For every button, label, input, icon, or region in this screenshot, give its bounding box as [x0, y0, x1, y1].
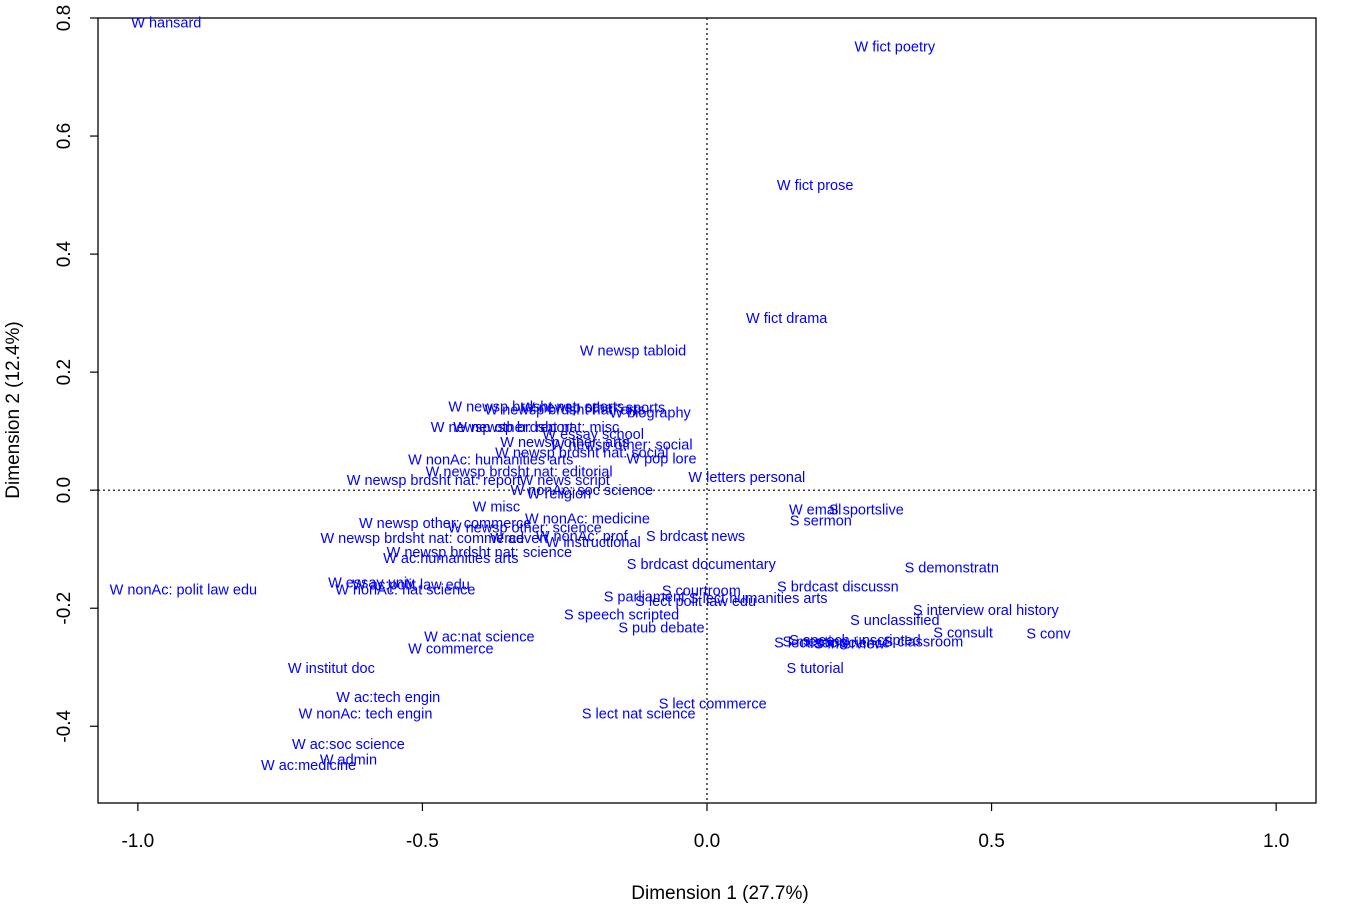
point-label: W ac:nat science — [424, 630, 534, 646]
point-label: W ac:medicine — [261, 758, 356, 774]
y-tick-label: 0.8 — [54, 5, 75, 31]
point-label: W nonAc: polit law edu — [110, 582, 258, 598]
y-tick-label: -0.2 — [54, 592, 75, 625]
point-label: W essay univ — [328, 575, 415, 591]
point-label: W newsp other: report — [431, 420, 574, 436]
point-label: W essay school — [542, 427, 644, 443]
point-label: S sportslive — [829, 503, 904, 519]
point-label: W newsp brdsht nat: commerce — [320, 531, 524, 547]
point-label: W commerce — [408, 641, 493, 657]
point-label: S lect nat science — [582, 706, 696, 722]
point-label: S conv — [1026, 627, 1071, 643]
point-label: W advert — [490, 531, 548, 547]
point-label: S interview oral history — [913, 603, 1060, 619]
point-label: W biography — [609, 405, 691, 421]
point-label: W nonAc: soc science — [510, 483, 653, 499]
point-label: W newsp brdsht nat: report — [347, 473, 521, 489]
point-label: S meeting — [782, 634, 847, 650]
point-label: W nonAc: tech engin — [299, 706, 433, 722]
point-label: W fict prose — [777, 178, 854, 194]
x-tick-label: 0.5 — [978, 831, 1004, 852]
point-label: S speech scripted — [564, 608, 679, 624]
point-label: W pop lore — [626, 451, 696, 467]
x-tick-label: 0.0 — [694, 831, 720, 852]
point-label: S tutorial — [787, 661, 844, 677]
point-label: W newsp brdsht nat: arts — [485, 402, 645, 418]
y-tick-label: 0.6 — [54, 123, 75, 149]
x-axis-title: Dimension 1 (27.7%) — [631, 883, 808, 904]
point-label: S sermon — [790, 513, 852, 529]
reference-lines — [98, 18, 1316, 803]
y-tick-label: -0.4 — [54, 709, 75, 742]
point-label: W newsp brdsht nat: social — [495, 445, 668, 461]
point-label: W ac:humanities arts — [383, 551, 518, 567]
point-label: S lect polit law edu — [635, 594, 756, 610]
point-label: W newsp other: commerce — [359, 516, 531, 532]
point-label: S unclassified — [850, 613, 939, 629]
point-labels: W hansard W fict poetry W fict prose W fict… — [110, 16, 1072, 775]
y-axis: -0.4 -0.2 0.0 0.2 0.4 0.6 0.8 — [54, 5, 98, 743]
point-label: W email — [789, 503, 841, 519]
point-label: W newsp other: social — [551, 438, 693, 454]
point-label: W fict drama — [746, 311, 828, 327]
point-label: W admin — [320, 752, 377, 768]
x-axis: -1.0 -0.5 0.0 0.5 1.0 — [121, 803, 1289, 852]
point-label: W newsp brdsht nat: sports — [448, 399, 624, 415]
point-label: W fict poetry — [855, 39, 936, 55]
point-label: W ac:tech engin — [336, 690, 440, 706]
point-label: W news script — [520, 473, 610, 489]
point-label: W nonAc: humanities arts — [408, 452, 573, 468]
point-label: S interview — [814, 637, 885, 653]
point-label: W nonAc: medicine — [525, 512, 650, 528]
point-label: S brdcast news — [646, 529, 745, 545]
point-label: W religion — [527, 487, 591, 503]
point-label: W nonAc: nat science — [335, 582, 475, 598]
plot-frame — [97, 17, 1317, 804]
point-label: S speech unscripted — [789, 633, 920, 649]
point-label: W newsp brdsht nat: misc — [453, 420, 619, 436]
point-label: S consult — [933, 625, 993, 641]
y-tick-label: 0.0 — [54, 477, 75, 503]
point-label: W letters personal — [688, 470, 805, 486]
point-label: W instructional — [546, 535, 641, 551]
point-label: W ac:polit law edu — [352, 578, 470, 594]
point-label: S lect soc science — [774, 635, 890, 651]
point-label: W newsp other: arts — [500, 435, 629, 451]
point-label: W hansard — [131, 16, 201, 32]
point-label: W ac:soc science — [292, 737, 405, 753]
point-label: W misc — [473, 500, 521, 516]
point-label: W newsp brdsht nat: science — [387, 545, 572, 561]
point-label: W newsp tabloid — [580, 343, 686, 359]
y-axis-title: Dimension 2 (12.4%) — [3, 321, 24, 498]
point-label: W newsp other: science — [448, 520, 602, 536]
x-tick-label: -1.0 — [121, 831, 154, 852]
point-label: S classroom — [883, 634, 963, 650]
point-label: W institut doc — [288, 661, 375, 677]
point-label: S brdcast discussn — [777, 579, 899, 595]
point-label: S parliament — [604, 589, 685, 605]
point-label: W newsp other: sports — [521, 401, 665, 417]
point-label: W newsp brdsht nat: editorial — [426, 464, 613, 480]
point-label: S brdcast documentary — [627, 557, 777, 573]
y-tick-label: 0.2 — [54, 359, 75, 385]
point-label: S lect humanities arts — [689, 591, 828, 607]
point-label: W nonAc: prof — [536, 529, 629, 545]
point-label: S pub debate — [618, 621, 704, 637]
x-tick-label: 1.0 — [1263, 831, 1289, 852]
y-tick-label: 0.4 — [54, 240, 75, 267]
point-label: S courtroom — [662, 584, 741, 600]
point-label: S lect commerce — [659, 696, 767, 712]
point-label: S demonstratn — [905, 561, 999, 577]
x-tick-label: -0.5 — [406, 831, 439, 852]
